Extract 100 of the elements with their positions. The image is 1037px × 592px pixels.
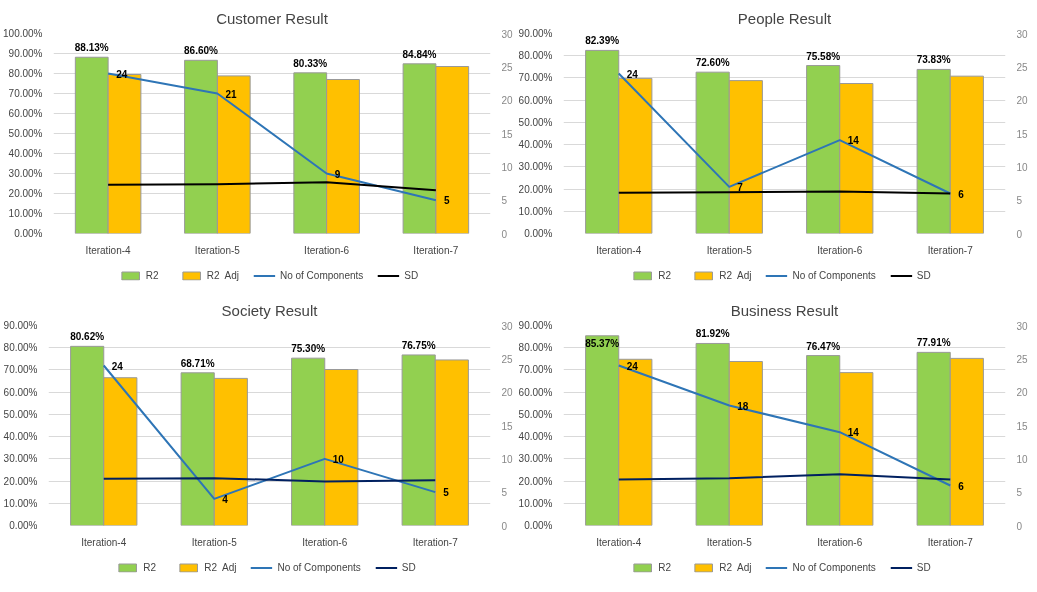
data-label: 75.30%	[291, 343, 326, 355]
y-tick-label: 20.00%	[518, 475, 553, 487]
y-tick-label: 10.00%	[518, 497, 553, 509]
x-tick-label: Iteration-4	[85, 244, 132, 256]
x-tick-label: Iteration-5	[194, 244, 241, 256]
y-tick-label: 20.00%	[3, 475, 38, 487]
y2-tick-label: 30	[501, 28, 514, 40]
legend-label: SD	[401, 561, 417, 573]
y2-tick-label: 5	[1016, 195, 1023, 207]
y-tick-label: 60.00%	[8, 108, 43, 119]
y-tick-label: 10.00%	[3, 497, 38, 509]
chart-title: People Result	[737, 9, 833, 27]
y-tick-label: 70.00%	[8, 88, 43, 99]
legend-label: R2 Adj	[206, 269, 239, 281]
data-label: 7	[737, 181, 744, 193]
legend-label: R2 Adj	[204, 561, 237, 573]
y2-tick-label: 25	[501, 353, 514, 365]
legend-label: R2 Adj	[719, 561, 752, 573]
y2-tick-label: 15	[501, 128, 514, 140]
y-tick-label: 0.00%	[524, 520, 553, 531]
data-label: 80.62%	[70, 331, 105, 343]
data-label: 88.13%	[74, 42, 109, 54]
data-label: 9	[334, 168, 341, 180]
y-tick-label: 90.00%	[3, 320, 38, 331]
y-tick-label: 50.00%	[3, 408, 38, 420]
line-series	[617, 364, 952, 487]
data-label: 14	[847, 427, 860, 439]
data-label: 82.39%	[585, 35, 620, 47]
legend-label: No of Components	[277, 561, 361, 573]
y-tick-label: 80.00%	[3, 342, 38, 354]
data-label: 4	[222, 493, 229, 505]
data-label: 73.83%	[916, 54, 951, 66]
x-tick-label: Iteration-6	[817, 536, 863, 548]
y-tick-label: 10.00%	[8, 208, 43, 219]
legend-label: R2	[143, 561, 157, 573]
y2-tick-label: 10	[501, 453, 514, 465]
y-tick-label: 0.00%	[524, 228, 553, 239]
data-label: 76.75%	[401, 339, 436, 351]
y2-tick-label: 10	[501, 161, 514, 173]
y-tick-label: 0.00%	[14, 228, 43, 239]
y-tick-label: 50.00%	[518, 116, 553, 128]
y-tick-label: 100.00%	[3, 28, 43, 39]
data-label: 84.84%	[402, 48, 437, 60]
legend-label: SD	[916, 269, 932, 281]
y2-tick-label: 15	[501, 420, 514, 432]
y-tick-label: 20.00%	[8, 188, 43, 199]
legend-label: No of Components	[792, 269, 876, 281]
y-tick-label: 10.00%	[518, 205, 553, 217]
legend-label: SD	[916, 561, 932, 573]
y-tick-label: 50.00%	[8, 128, 43, 139]
x-tick-label: Iteration-5	[706, 244, 753, 256]
y-tick-label: 90.00%	[518, 28, 553, 39]
data-label: 86.60%	[184, 45, 219, 57]
legend-label: R2	[145, 269, 160, 281]
x-tick-label: Iteration-4	[81, 536, 127, 548]
y2-tick-label: 15	[1016, 420, 1029, 432]
chart-title: Business Result	[730, 301, 840, 319]
y2-tick-label: 15	[1016, 128, 1029, 140]
y2-tick-label: 20	[501, 95, 514, 107]
y2-tick-label: 5	[501, 195, 508, 207]
y-tick-label: 20.00%	[518, 183, 553, 195]
y-tick-label: 40.00%	[8, 148, 43, 159]
x-tick-label: Iteration-4	[596, 536, 642, 548]
data-label: 68.71%	[180, 357, 215, 369]
y-tick-label: 40.00%	[518, 431, 553, 443]
y2-tick-label: 0	[1016, 520, 1023, 532]
y-tick-label: 60.00%	[518, 94, 553, 106]
data-label: 6	[958, 188, 965, 200]
x-tick-label: Iteration-6	[302, 536, 348, 548]
legend-label: R2	[658, 269, 672, 281]
y-tick-label: 80.00%	[8, 68, 43, 79]
y2-tick-label: 0	[1016, 228, 1023, 240]
y-tick-label: 30.00%	[3, 453, 38, 465]
y-tick-label: 30.00%	[8, 168, 43, 179]
y2-tick-label: 25	[501, 61, 514, 73]
data-label: 75.58%	[806, 50, 841, 62]
y2-tick-label: 0	[501, 228, 508, 240]
y2-tick-label: 30	[1016, 320, 1029, 332]
y-tick-label: 30.00%	[518, 453, 553, 465]
y-tick-label: 70.00%	[518, 364, 553, 376]
legend-label: No of Components	[279, 269, 364, 281]
data-label: 85.37%	[585, 337, 620, 349]
y2-tick-label: 25	[1016, 353, 1029, 365]
legend-label: No of Components	[792, 561, 876, 573]
x-tick-label: Iteration-7	[927, 244, 974, 256]
chart-title: Customer Result	[216, 9, 329, 27]
y-tick-label: 90.00%	[8, 48, 43, 59]
chart-title: Society Result	[221, 301, 319, 319]
y2-tick-label: 5	[501, 487, 508, 499]
data-label: 72.60%	[695, 57, 730, 69]
y2-tick-label: 5	[1016, 487, 1023, 499]
y2-tick-label: 20	[1016, 387, 1029, 399]
y2-tick-label: 30	[501, 320, 514, 332]
legend-label: R2 Adj	[719, 269, 752, 281]
line-series	[107, 181, 437, 192]
y-tick-label: 60.00%	[518, 386, 553, 398]
y-tick-label: 90.00%	[518, 320, 553, 331]
x-tick-label: Iteration-6	[817, 244, 863, 256]
x-tick-label: Iteration-5	[191, 536, 238, 548]
y2-tick-label: 20	[1016, 95, 1029, 107]
